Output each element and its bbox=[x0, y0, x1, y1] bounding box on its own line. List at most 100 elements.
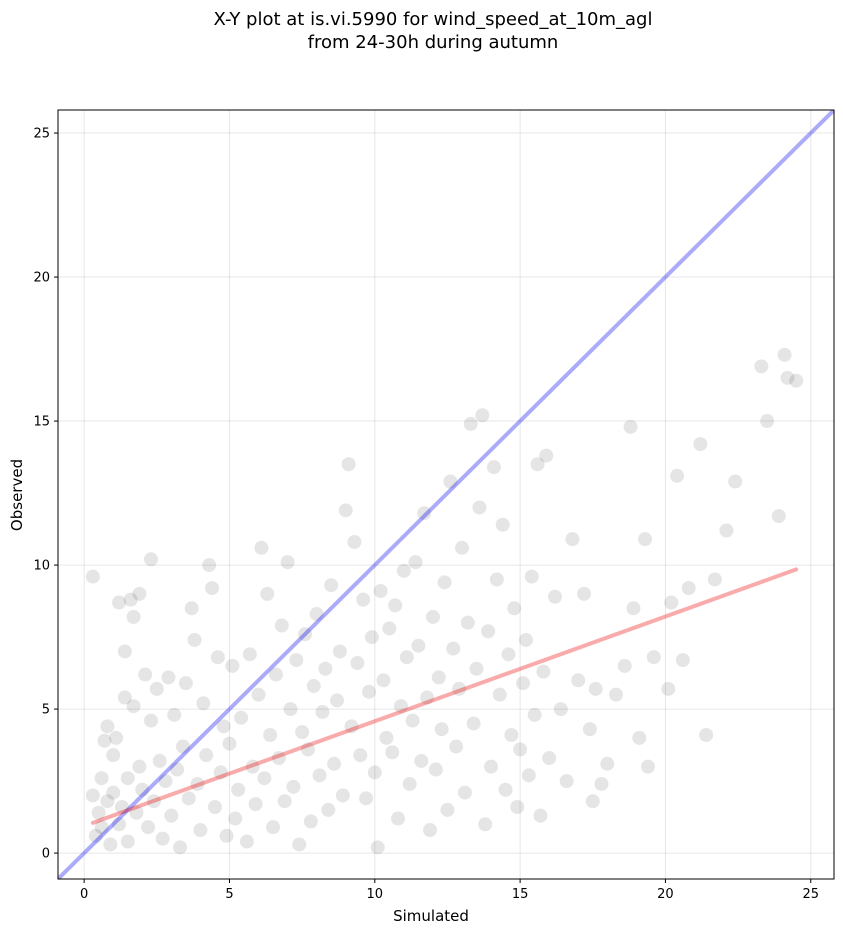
data-point bbox=[94, 771, 109, 786]
data-point bbox=[251, 687, 266, 702]
data-point bbox=[364, 630, 379, 645]
data-point bbox=[638, 532, 653, 547]
data-point bbox=[617, 658, 632, 673]
x-axis-ticks: 0 5 10 15 20 25 bbox=[80, 879, 819, 902]
data-point bbox=[207, 799, 222, 814]
data-point bbox=[780, 370, 795, 385]
data-point bbox=[175, 739, 190, 754]
data-point bbox=[330, 693, 345, 708]
data-point bbox=[315, 704, 330, 719]
data-point bbox=[321, 802, 336, 817]
data-point bbox=[664, 595, 679, 610]
data-point bbox=[452, 681, 467, 696]
data-point bbox=[327, 756, 342, 771]
data-point bbox=[210, 650, 225, 665]
data-point bbox=[280, 555, 295, 570]
data-point bbox=[158, 774, 173, 789]
x-tick-label: 20 bbox=[657, 887, 674, 902]
data-point bbox=[292, 837, 307, 852]
data-point bbox=[114, 799, 129, 814]
data-point bbox=[112, 817, 127, 832]
data-point bbox=[582, 722, 597, 737]
data-point bbox=[100, 719, 115, 734]
data-point bbox=[222, 736, 237, 751]
x-tick-label: 25 bbox=[802, 887, 819, 902]
data-point bbox=[760, 414, 775, 429]
plot-frame bbox=[57, 109, 835, 880]
data-point bbox=[481, 624, 496, 639]
data-point bbox=[219, 828, 234, 843]
data-point bbox=[428, 762, 443, 777]
data-point bbox=[120, 771, 135, 786]
data-point bbox=[536, 664, 551, 679]
data-point bbox=[225, 658, 240, 673]
chart-title-line-1: X-Y plot at is.vi.5990 for wind_speed_at… bbox=[214, 9, 653, 30]
data-point bbox=[434, 722, 449, 737]
chart-title-line-2: from 24-30h during autumn bbox=[308, 32, 559, 53]
data-point bbox=[646, 650, 661, 665]
data-point bbox=[414, 753, 429, 768]
data-point bbox=[187, 632, 202, 647]
data-point bbox=[257, 771, 272, 786]
data-point bbox=[178, 676, 193, 691]
data-point bbox=[117, 644, 132, 659]
data-point bbox=[170, 762, 185, 777]
data-point bbox=[109, 730, 124, 745]
data-point bbox=[454, 540, 469, 555]
data-point bbox=[513, 742, 528, 757]
data-point bbox=[332, 644, 347, 659]
data-point bbox=[585, 794, 600, 809]
data-point bbox=[588, 681, 603, 696]
data-point bbox=[144, 713, 159, 728]
data-point bbox=[420, 690, 435, 705]
data-point bbox=[478, 817, 493, 832]
data-point bbox=[149, 681, 164, 696]
grid-lines bbox=[58, 110, 834, 879]
data-point bbox=[533, 808, 548, 823]
data-point bbox=[693, 437, 708, 452]
y-tick-label: 5 bbox=[42, 703, 50, 718]
data-point bbox=[504, 727, 519, 742]
data-point bbox=[547, 589, 562, 604]
data-point bbox=[437, 575, 452, 590]
data-point bbox=[344, 719, 359, 734]
data-point bbox=[577, 586, 592, 601]
data-point bbox=[266, 820, 281, 835]
y-axis-ticks: 0 5 10 15 20 25 bbox=[33, 127, 58, 862]
data-point bbox=[85, 569, 100, 584]
data-point bbox=[234, 710, 249, 725]
data-point bbox=[777, 347, 792, 362]
x-tick-label: 15 bbox=[512, 887, 529, 902]
data-point bbox=[103, 837, 118, 852]
y-tick-label: 0 bbox=[42, 847, 50, 862]
data-point bbox=[202, 558, 217, 573]
data-point bbox=[161, 670, 176, 685]
data-points bbox=[85, 347, 804, 855]
data-point bbox=[141, 820, 156, 835]
data-point bbox=[507, 601, 522, 616]
data-point bbox=[501, 647, 516, 662]
data-point bbox=[553, 702, 568, 717]
data-point bbox=[626, 601, 641, 616]
data-point bbox=[405, 713, 420, 728]
data-point bbox=[681, 581, 696, 596]
data-point bbox=[460, 615, 475, 630]
data-point bbox=[498, 782, 513, 797]
data-point bbox=[184, 601, 199, 616]
data-point bbox=[623, 419, 638, 434]
data-point bbox=[126, 699, 141, 714]
data-point bbox=[661, 681, 676, 696]
data-point bbox=[263, 727, 278, 742]
data-point bbox=[254, 540, 269, 555]
data-point bbox=[542, 751, 557, 766]
data-point bbox=[402, 776, 417, 791]
data-point bbox=[361, 684, 376, 699]
data-point bbox=[449, 739, 464, 754]
data-point bbox=[193, 823, 208, 838]
data-point bbox=[495, 517, 510, 532]
data-point bbox=[100, 794, 115, 809]
data-point bbox=[167, 707, 182, 722]
reference-line-identity bbox=[58, 110, 834, 879]
data-point bbox=[565, 532, 580, 547]
